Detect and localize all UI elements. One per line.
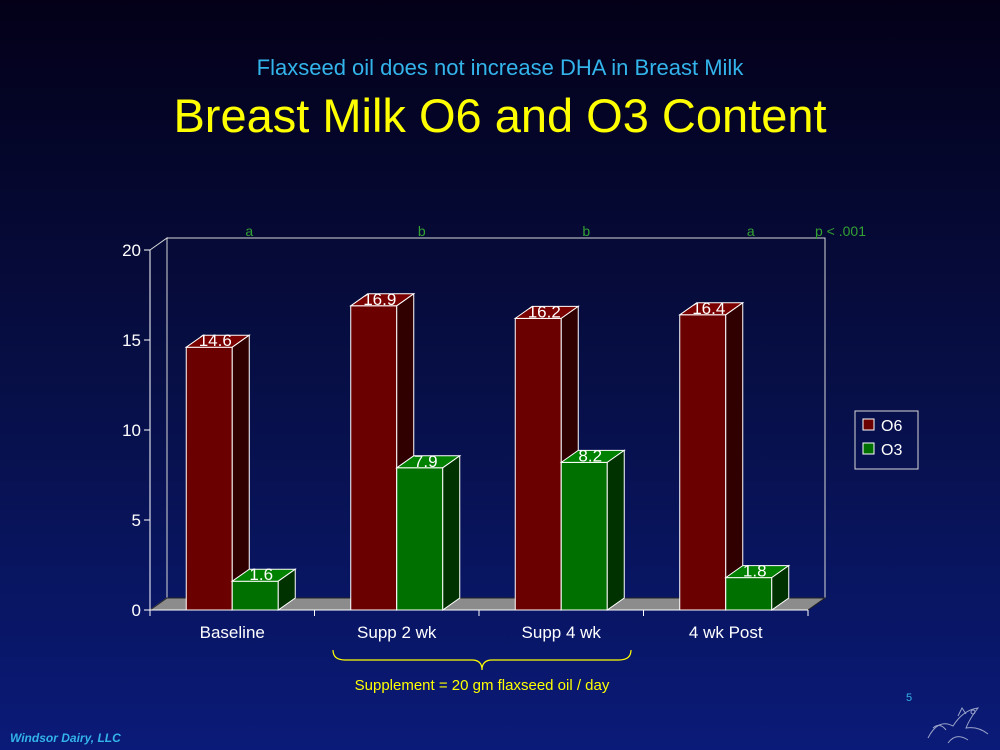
footer-company: Windsor Dairy, LLC [10, 731, 121, 745]
y-tick-label: 20 [122, 241, 141, 260]
x-tick-label: Supp 4 wk [522, 623, 602, 642]
bar-o6-front [185, 346, 233, 611]
legend-label: O6 [881, 418, 902, 435]
slide-title: Breast Milk O6 and O3 Content [173, 89, 827, 142]
chart-side-wall [149, 237, 168, 611]
x-tick-label: Baseline [200, 623, 265, 642]
significance-letter: b [582, 223, 590, 239]
data-label: 16.4 [692, 299, 725, 318]
supplement-bracket [332, 649, 632, 671]
x-tick-label: 4 wk Post [689, 623, 763, 642]
bar-o3-side [277, 568, 296, 611]
legend-swatch-o6 [862, 418, 875, 431]
x-tick-label: Supp 2 wk [357, 623, 437, 642]
data-label: 7.9 [414, 452, 438, 471]
bar-o3-side [771, 564, 790, 611]
data-label: 8.2 [578, 446, 602, 465]
significance-note: p < .001 [815, 223, 866, 239]
bar-o6-side [725, 301, 744, 611]
legend-swatch-o3 [862, 442, 875, 455]
data-label: 1.6 [249, 565, 273, 584]
data-label: 14.6 [199, 331, 232, 350]
legend-label: O3 [881, 442, 902, 459]
bar-o6-front [679, 314, 727, 611]
slide-subtitle: Flaxseed oil does not increase DHA in Br… [256, 55, 744, 80]
bar-o3-front [396, 467, 444, 611]
bird-logo-icon [927, 707, 989, 744]
bar-o3-front [231, 580, 279, 611]
page-number: 5 [906, 692, 913, 704]
y-tick-label: 0 [132, 601, 141, 620]
data-label: 1.8 [743, 562, 767, 581]
significance-letter: a [245, 223, 253, 239]
bar-o6-side [231, 334, 250, 611]
bar-o3-front [560, 461, 608, 611]
bar-o3-front [725, 577, 773, 611]
bar-o3-side [606, 449, 625, 611]
data-label: 16.2 [528, 302, 561, 321]
legend-box [854, 410, 919, 470]
bar-o6-front [514, 317, 562, 611]
bar-o3-side [442, 454, 461, 611]
y-tick-label: 15 [122, 331, 141, 350]
significance-letter: b [418, 223, 426, 239]
significance-letter: a [747, 223, 755, 239]
data-label: 16.9 [363, 290, 396, 309]
y-tick-label: 5 [132, 511, 141, 530]
y-tick-label: 10 [122, 421, 141, 440]
bar-o6-front [350, 305, 398, 611]
supplement-annotation: Supplement = 20 gm flaxseed oil / day [355, 677, 610, 694]
